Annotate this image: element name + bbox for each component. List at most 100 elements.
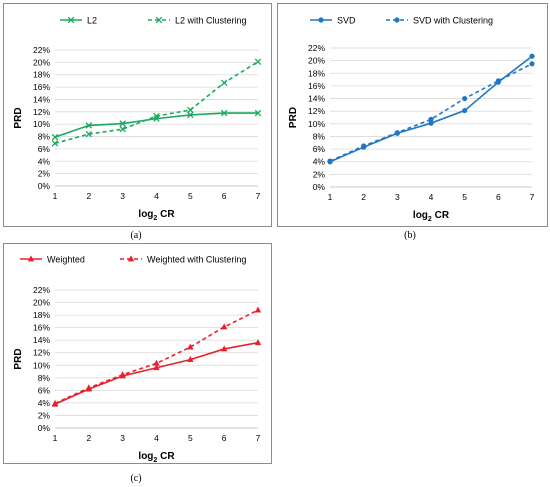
data-point [220, 345, 228, 352]
data-point [254, 58, 262, 66]
legend-marker [127, 255, 135, 262]
y-tick-label: 20% [33, 57, 50, 67]
legend-marker [318, 17, 324, 23]
y-tick-label: 14% [33, 335, 50, 345]
legend-label: SVD [337, 16, 356, 26]
data-point [462, 107, 468, 114]
x-tick-label: 1 [328, 192, 333, 202]
legend-item-2: SVD with Clustering [386, 16, 493, 26]
data-point [119, 120, 126, 127]
y-tick-label: 0% [38, 423, 51, 433]
legend-item-1: L2 [60, 16, 97, 26]
data-point [119, 371, 126, 378]
data-point [85, 122, 93, 129]
data-point [119, 125, 126, 133]
y-tick-label: 16% [308, 81, 325, 91]
data-point [254, 109, 262, 117]
y-tick-label: 18% [33, 70, 50, 80]
y-tick-label: 8% [38, 132, 51, 142]
legend-marker [394, 17, 400, 23]
y-tick-label: 6% [38, 385, 51, 395]
x-tick-label: 1 [53, 191, 58, 201]
y-tick-label: 10% [33, 360, 50, 370]
data-point [187, 106, 194, 114]
data-point [153, 364, 160, 371]
x-tick-label: 1 [53, 433, 58, 443]
chart-caption: (c) [130, 473, 141, 484]
x-tick-label: 6 [222, 433, 227, 443]
y-tick-label: 14% [308, 94, 325, 104]
data-point [254, 306, 262, 313]
y-tick-label: 22% [33, 45, 50, 55]
y-tick-label: 20% [308, 56, 325, 66]
x-tick-label: 6 [222, 191, 227, 201]
chart-a: 0% 2% 4% 6% 8% 10% 12% 14% 16% 18% 20% 22% 1 2 3 4 5 6 7 lo… [3, 3, 272, 241]
y-tick-label: 22% [33, 285, 50, 295]
data-point [428, 120, 434, 126]
data-point [85, 130, 93, 138]
y-tick-label: 12% [33, 348, 50, 358]
data-point [220, 79, 228, 87]
chart-caption: (a) [130, 230, 141, 241]
legend-marker [67, 16, 75, 24]
y-tick-label: 14% [33, 94, 50, 104]
y-tick-label: 16% [33, 82, 50, 92]
y-tick-label: 8% [38, 373, 51, 383]
data-point [153, 112, 160, 120]
chart-b: 0% 2% 4% 6% 8% 10% 12% 14% 16% 18% 20% 22% 1 2 3 4 5 6 7 lo… [277, 3, 548, 241]
data-point [153, 115, 160, 122]
y-tick-label: 2% [38, 410, 51, 420]
legend-item-1: SVD [310, 16, 356, 26]
data-point [220, 109, 228, 117]
data-point [327, 158, 333, 164]
x-axis-title: log2 CR [138, 209, 175, 222]
x-tick-label: 4 [429, 192, 434, 202]
legend-label: SVD with Clustering [413, 16, 493, 26]
x-tick-label: 2 [86, 191, 91, 201]
x-tick-label: 3 [120, 433, 125, 443]
data-point [153, 359, 160, 366]
legend-marker [155, 16, 163, 24]
y-tick-label: 12% [308, 106, 325, 116]
legend-label: L2 [87, 16, 97, 26]
y-tick-label: 10% [33, 119, 50, 129]
legend-label: Weighted [47, 255, 85, 265]
legend-item-2: L2 with Clustering [148, 16, 247, 26]
y-tick-label: 2% [38, 169, 51, 179]
data-point [51, 399, 59, 406]
data-point [85, 384, 93, 391]
data-point [394, 130, 400, 136]
y-tick-label: 0% [313, 182, 326, 192]
chart-caption: (b) [404, 230, 416, 241]
data-point [254, 339, 262, 346]
y-tick-label: 16% [33, 323, 50, 333]
x-tick-label: 2 [361, 192, 366, 202]
data-point [187, 343, 194, 350]
legend-label: L2 with Clustering [175, 16, 247, 26]
data-point [529, 61, 535, 67]
x-tick-label: 5 [462, 192, 467, 202]
data-point [428, 116, 434, 122]
chart-c: 0% 2% 4% 6% 8% 10% 12% 14% 16% 18% 20% 22% 1 2 3 4 5 6 7 lo… [3, 243, 272, 484]
data-point [51, 140, 59, 147]
y-tick-label: 4% [38, 398, 51, 408]
y-tick-label: 4% [313, 157, 326, 167]
legend-item-1: Weighted [20, 255, 85, 265]
x-tick-label: 7 [256, 191, 261, 201]
y-tick-label: 12% [33, 107, 50, 117]
y-tick-label: 0% [38, 181, 51, 191]
x-tick-label: 4 [154, 433, 159, 443]
chart-frame [277, 3, 548, 227]
legend-marker [27, 255, 35, 262]
legend-item-2: Weighted with Clustering [120, 255, 246, 265]
x-tick-label: 7 [530, 192, 535, 202]
data-point [187, 111, 194, 119]
y-tick-label: 22% [308, 43, 325, 53]
x-axis-title: log2 CR [413, 210, 450, 223]
x-tick-label: 3 [120, 191, 125, 201]
legend-label: Weighted with Clustering [147, 255, 246, 265]
x-tick-label: 2 [86, 433, 91, 443]
y-tick-label: 4% [38, 156, 51, 166]
y-axis-title: PRD [13, 107, 24, 128]
x-tick-label: 6 [496, 192, 501, 202]
